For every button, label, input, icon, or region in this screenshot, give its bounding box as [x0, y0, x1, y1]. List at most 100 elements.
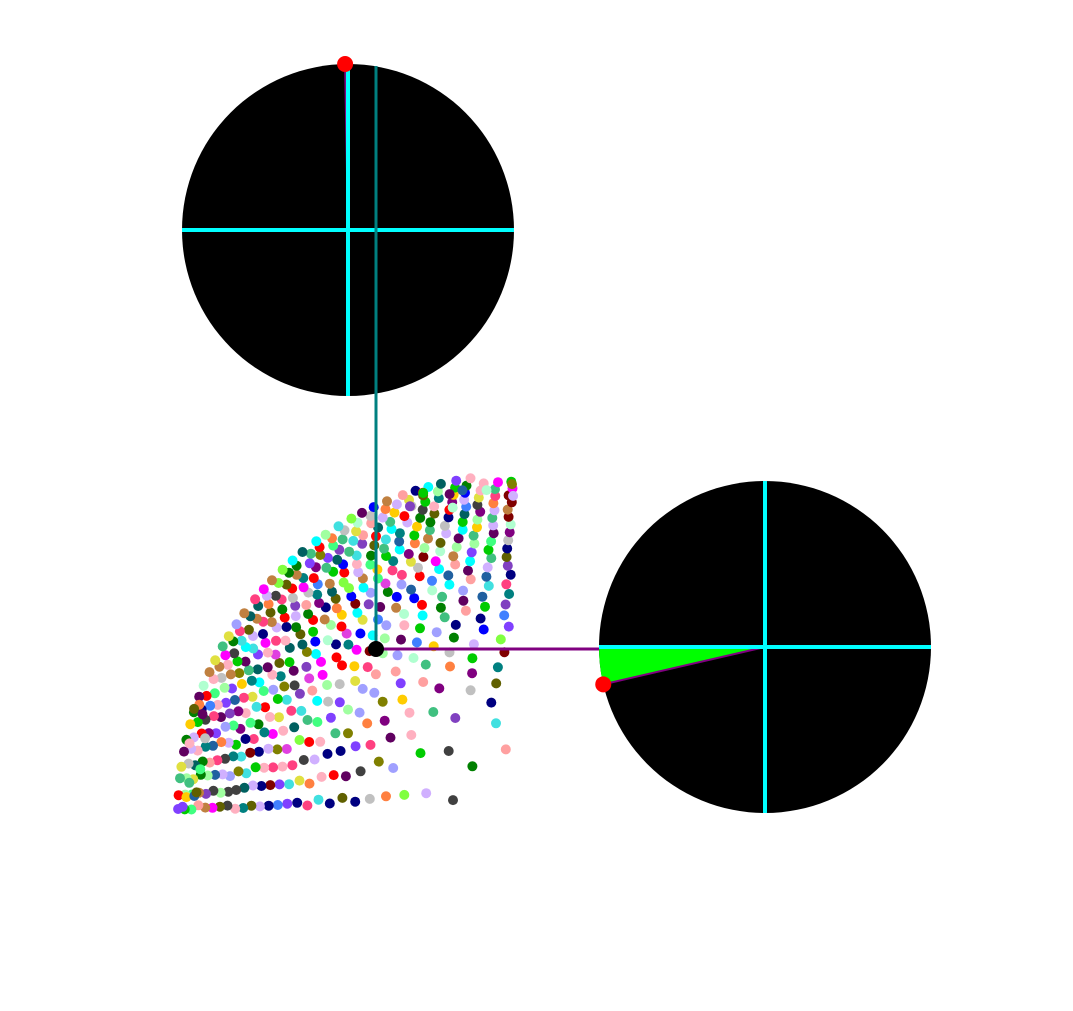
scatter-dot	[253, 746, 264, 757]
scatter-dot	[450, 713, 461, 723]
scatter-dot	[310, 636, 321, 647]
scatter-dot	[324, 798, 335, 809]
scatter-dot	[388, 556, 399, 567]
scatter-dot	[435, 546, 446, 557]
scatter-dot	[225, 669, 236, 680]
scatter-dot	[301, 647, 312, 657]
scatter-dot	[223, 737, 234, 748]
scatter-dot	[282, 798, 293, 809]
scatter-dot	[431, 627, 442, 638]
scatter-dot	[297, 547, 308, 557]
scatter-dot	[405, 501, 415, 512]
scatter-dot	[382, 587, 393, 597]
scatter-dot	[409, 538, 420, 549]
scatter-dot	[274, 712, 284, 723]
scatter-dot	[230, 803, 241, 814]
scatter-dot	[321, 562, 332, 573]
scatter-dot	[322, 680, 333, 690]
scatter-dot	[406, 730, 417, 740]
scatter-dot	[424, 525, 435, 536]
scatter-dot	[277, 564, 288, 575]
right-dial-marker[interactable]	[595, 676, 612, 693]
scatter-dot	[505, 519, 516, 530]
scatter-dot	[223, 631, 234, 642]
scatter-dot	[417, 610, 428, 621]
scatter-dot	[338, 577, 349, 588]
scatter-dot	[409, 530, 420, 541]
scatter-dot	[236, 751, 247, 762]
scatter-dot	[445, 661, 455, 672]
scatter-dot	[241, 768, 252, 779]
scatter-dot	[236, 635, 247, 646]
scatter-dot	[439, 520, 450, 531]
scatter-dot	[217, 641, 228, 652]
scatter-dot	[262, 647, 273, 658]
scatter-dot	[272, 694, 283, 704]
scatter-dot	[248, 734, 259, 744]
top-dial-marker[interactable]	[337, 56, 354, 73]
scatter-dot	[254, 801, 265, 812]
scatter-dot	[369, 540, 380, 551]
scatter-dot	[435, 602, 446, 613]
scatter-dot	[240, 734, 251, 744]
scatter-dot	[481, 485, 492, 496]
scatter-dot	[355, 628, 366, 639]
center-point[interactable]	[368, 641, 384, 657]
scatter-dot	[482, 562, 493, 573]
scatter-dot	[399, 789, 410, 800]
scatter-dot	[290, 611, 301, 622]
dot-scatter	[173, 473, 519, 815]
scatter-dot	[348, 535, 359, 546]
scatter-dot	[444, 489, 455, 500]
scatter-dot	[475, 613, 486, 624]
scatter-dot	[200, 741, 211, 752]
scatter-dot	[394, 528, 405, 539]
scatter-dot	[411, 637, 422, 648]
scatter-dot	[365, 510, 376, 521]
scatter-dot	[448, 551, 459, 562]
scatter-dot	[211, 728, 222, 739]
scatter-dot	[500, 744, 511, 755]
scatter-dot	[191, 787, 202, 798]
scatter-dot	[298, 755, 309, 765]
scatter-dot	[366, 550, 376, 561]
scatter-dot	[272, 800, 283, 810]
scatter-dot	[443, 512, 454, 523]
scatter-dot	[332, 554, 343, 565]
scatter-dot	[508, 490, 519, 501]
scatter-dot	[365, 559, 376, 570]
scatter-dot	[305, 548, 316, 559]
scatter-dot	[266, 617, 277, 628]
scatter-dot	[201, 690, 212, 701]
scatter-dot	[281, 744, 292, 754]
scatter-dot	[194, 691, 205, 702]
scatter-dot	[399, 609, 410, 619]
scatter-dot	[294, 735, 305, 745]
scatter-dot	[325, 712, 336, 723]
scatter-dot	[185, 719, 196, 730]
scatter-dot	[396, 569, 407, 580]
scatter-dot	[301, 661, 312, 672]
scatter-dot	[351, 526, 362, 537]
scatter-dot	[351, 550, 362, 561]
scatter-dot	[394, 536, 405, 547]
scatter-dot	[312, 717, 323, 727]
scatter-dot	[394, 544, 405, 555]
scatter-dot	[463, 565, 473, 576]
scatter-dot	[207, 802, 218, 813]
top-dial	[182, 56, 514, 396]
scatter-dot	[477, 591, 488, 602]
scatter-dot	[197, 756, 208, 767]
scatter-dot	[223, 786, 234, 797]
scatter-dot	[451, 475, 462, 486]
scatter-dot	[396, 634, 406, 645]
scatter-dot	[505, 569, 516, 580]
scatter-dot	[430, 556, 441, 567]
scatter-dot	[302, 800, 313, 811]
scatter-dot	[204, 667, 215, 678]
scatter-dot	[486, 536, 497, 547]
scatter-dot	[397, 694, 408, 705]
scatter-dot	[259, 727, 270, 738]
scatter-dot	[268, 762, 279, 773]
scatter-dot	[219, 682, 230, 693]
